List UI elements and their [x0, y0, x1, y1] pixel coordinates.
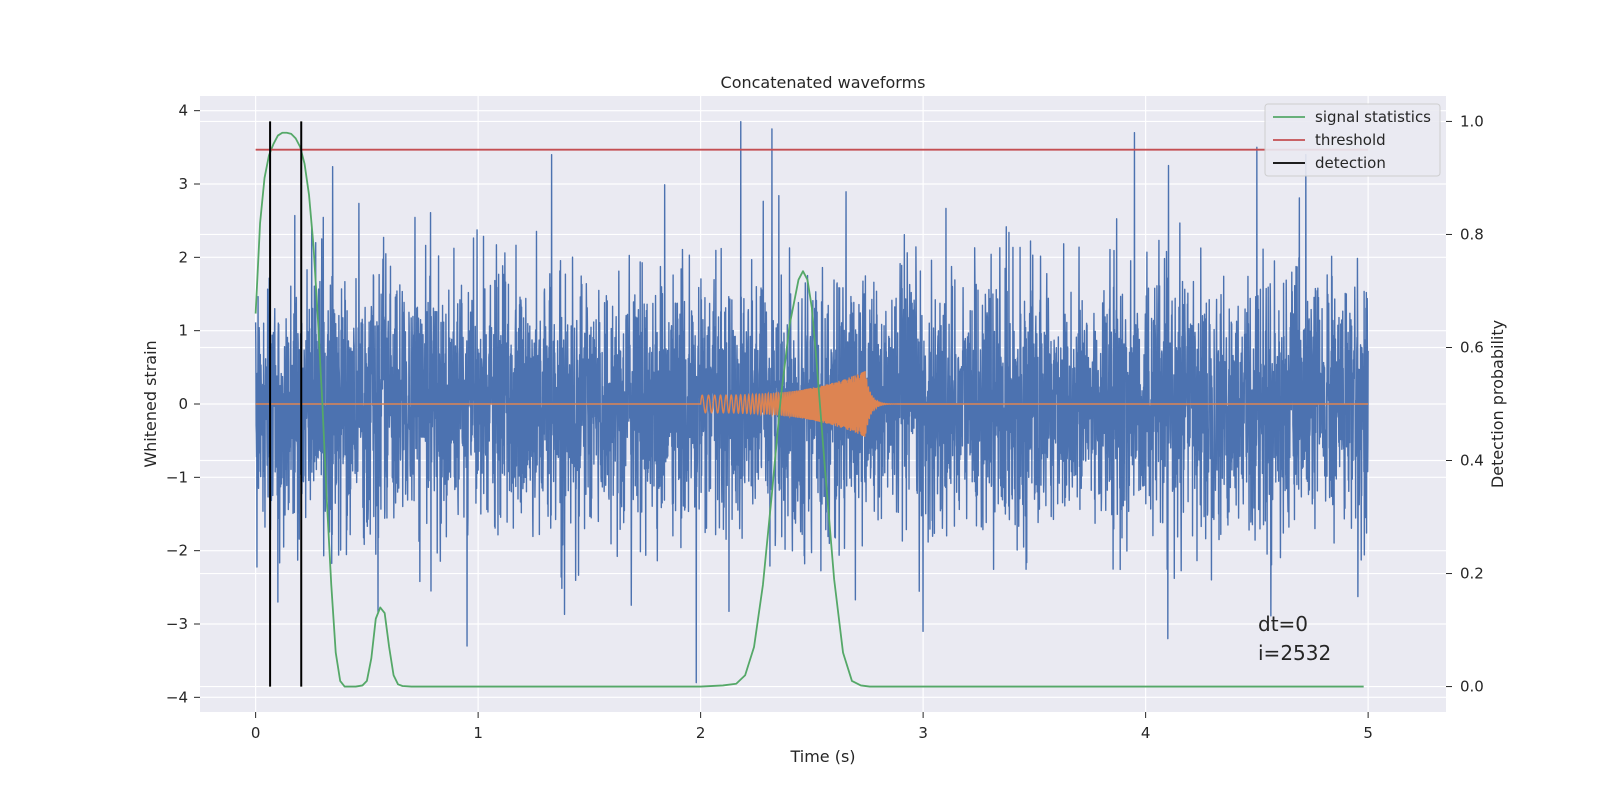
x-axis-label: Time (s): [789, 747, 855, 766]
y2-tick-label: 0.0: [1460, 678, 1484, 696]
annotation-dt: dt=0: [1258, 612, 1308, 636]
x-tick-label: 5: [1363, 724, 1373, 742]
x-tick-label: 2: [696, 724, 706, 742]
x-tick-label: 0: [251, 724, 261, 742]
y-tick-label: −1: [166, 468, 188, 486]
x-tick-label: 4: [1141, 724, 1151, 742]
y2-axis-label: Detection probability: [1488, 320, 1507, 488]
y-tick-label: 3: [178, 175, 188, 193]
y-axis-label: Whitened strain: [141, 340, 160, 467]
legend-label-signal-statistics: signal statistics: [1315, 108, 1431, 126]
legend-label-detection: detection: [1315, 154, 1386, 172]
y2-tick-label: 0.6: [1460, 338, 1484, 356]
series-template-waveform-line: [255, 371, 1369, 437]
annotation-i: i=2532: [1258, 641, 1331, 665]
y-tick-label: −3: [166, 615, 188, 633]
series-layer: [254, 120, 1369, 688]
y-tick-label: −4: [166, 688, 188, 706]
x-tick-label: 3: [918, 724, 928, 742]
y-tick-label: 4: [178, 102, 188, 120]
y-tick-label: 0: [178, 395, 188, 413]
y2-ticks: 0.0 0.2 0.4 0.6 0.8 1.0: [1446, 112, 1484, 696]
x-ticks: 0 1 2 3 4 5: [251, 712, 1373, 742]
x-tick-label: 1: [473, 724, 483, 742]
y-tick-label: 1: [178, 322, 188, 340]
chart-title: Concatenated waveforms: [721, 73, 926, 92]
y2-tick-label: 0.8: [1460, 225, 1484, 243]
y2-tick-label: 0.4: [1460, 452, 1484, 470]
y-ticks: −4 −3 −2 −1 0 1 2 3 4: [166, 102, 200, 706]
y2-tick-label: 0.2: [1460, 565, 1484, 583]
legend: signal statistics threshold detection: [1264, 103, 1441, 177]
y-tick-label: 2: [178, 248, 188, 266]
series-whitened-strain-line: [254, 120, 1369, 684]
y2-tick-label: 1.0: [1460, 112, 1484, 130]
legend-box: [1264, 103, 1441, 177]
legend-label-threshold: threshold: [1315, 131, 1386, 149]
y-tick-label: −2: [166, 542, 188, 560]
series-signal-statistics-line: [254, 131, 1364, 688]
